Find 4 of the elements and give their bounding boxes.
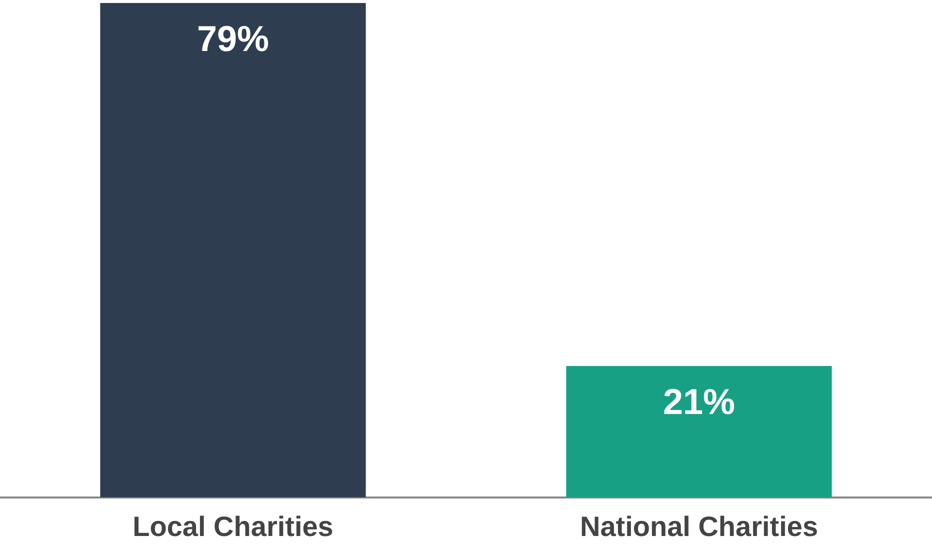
data-label: 21% xyxy=(662,380,736,422)
x-tick-label: Local Charities xyxy=(132,510,334,542)
data-label: 79% xyxy=(196,18,270,59)
x-tick-label: National Charities xyxy=(580,510,818,542)
